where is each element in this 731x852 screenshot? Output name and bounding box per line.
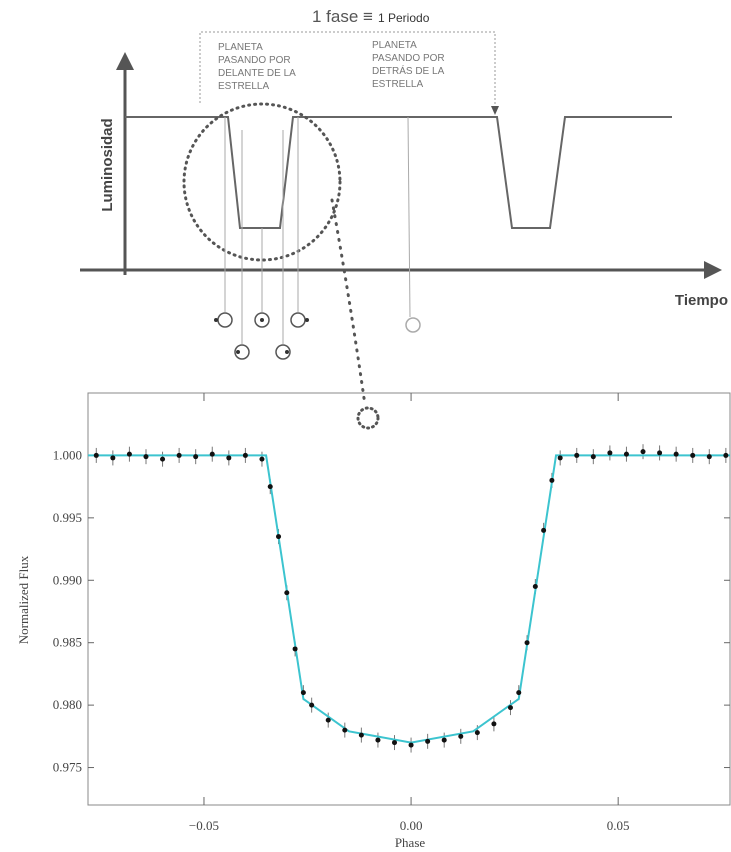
data-point [292,646,298,652]
y-tick-label: 1.000 [53,447,82,462]
y-tick-label: 0.995 [53,510,82,525]
front-label: ESTRELLA [218,81,269,92]
plot-frame [87,392,731,806]
data-point [300,690,306,696]
y-axis-label: Normalized Flux [16,555,31,644]
data-point [259,456,265,462]
data-point [524,640,530,646]
data-point [408,742,414,748]
data-point [607,450,613,456]
y-tick-label: 0.985 [53,635,82,650]
data-point [226,455,232,461]
data-point [93,452,99,458]
data-point [309,702,315,708]
data-point [723,452,729,458]
data-point [325,717,331,723]
light-curve-sketch [125,116,672,229]
data-point [590,454,596,460]
data-point [276,534,282,540]
data-point [532,584,538,590]
data-point [176,452,182,458]
data-point [458,733,464,739]
data-point [706,454,712,460]
data-point [358,732,364,738]
y-label: Luminosidad [99,118,116,211]
x-tick-label: 0.05 [607,818,630,833]
data-point [673,451,679,457]
fit-line [88,454,730,744]
x-tick-label: 0.00 [400,818,423,833]
data-point [574,452,580,458]
y-tick-label: 0.990 [53,572,82,587]
period-value: 1 Periodo [378,11,430,25]
data-point [110,455,116,461]
arrow-head [704,261,722,279]
front-label: PLANETA [218,42,263,53]
arrow-head [116,52,134,70]
phase-icons [217,312,421,360]
front-label: PASANDO POR [218,55,291,66]
back-label: ESTRELLA [372,79,423,90]
back-label: PLANETA [372,40,417,51]
chart: Phase Normalized Flux 1.000 0.995 0.990 0.9… [16,392,731,850]
period-label: 1 fase ≡ [312,7,373,26]
data-point [491,721,497,727]
arrow-head [491,106,499,115]
front-label: DELANTE DE LA [218,68,296,79]
data-point [242,452,248,458]
planet-dots [214,318,309,354]
data-point [342,727,348,733]
diagram: 1 fase ≡ 1 Periodo PLANETA PASANDO POR D… [80,7,728,430]
data-point [126,451,132,457]
data-point [474,730,480,736]
guide-lines [224,116,411,344]
data-point [375,737,381,743]
data-point [657,450,663,456]
data-point [209,451,215,457]
data-point [160,456,166,462]
x-axis-label: Phase [395,835,426,850]
data-point [640,449,646,455]
data-point [516,690,522,696]
data-point [549,477,555,483]
x-tick-label: −0.05 [189,818,219,833]
zoom-cluster [356,406,380,430]
data-point [623,451,629,457]
data-point [193,454,199,460]
data-point [690,452,696,458]
y-tick-label: 0.975 [53,760,82,775]
data-point [507,705,513,711]
data-point [284,590,290,596]
data-point [392,740,398,746]
data-point [425,738,431,744]
data-point [557,455,563,461]
back-label: PASANDO POR [372,53,445,64]
data-point [441,737,447,743]
x-label: Tiempo [675,292,728,309]
period-bracket [199,31,496,108]
data-point [267,484,273,490]
zoom-trail [330,198,367,407]
data-point [541,527,547,533]
y-tick-label: 0.980 [53,697,82,712]
back-label: DETRÁS DE LA [372,64,445,77]
data-point [143,454,149,460]
